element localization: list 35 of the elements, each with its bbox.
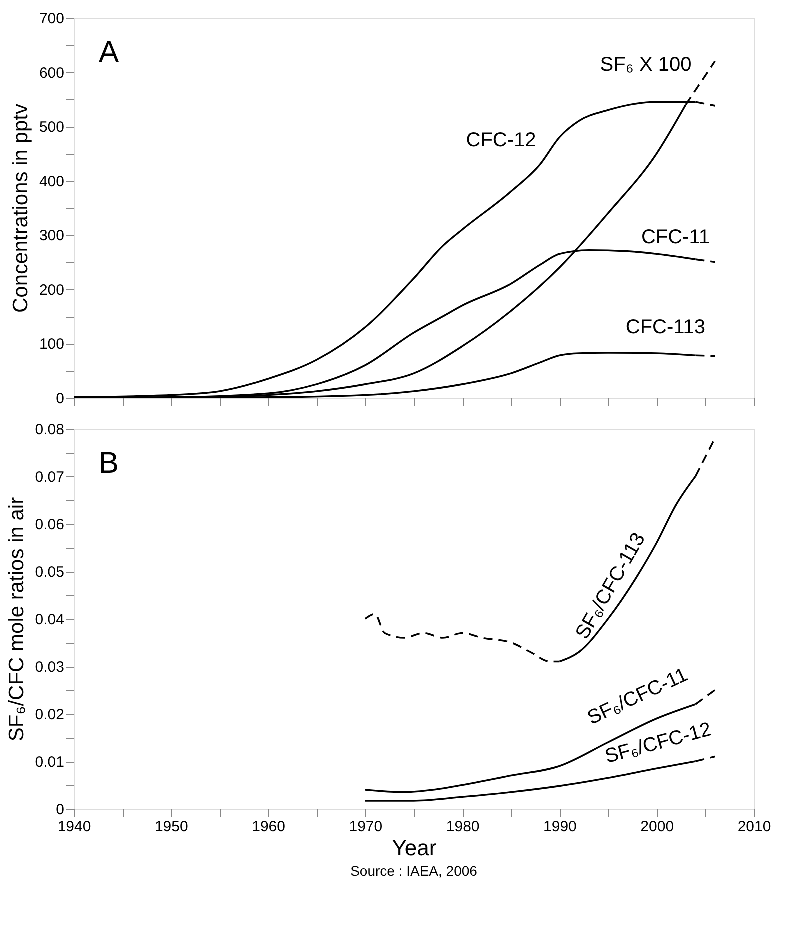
y-tick-label: 0.02	[35, 706, 64, 724]
y-tick-label: 300	[39, 228, 64, 245]
y-tick-label: 700	[39, 10, 64, 28]
y-tick-label: 600	[39, 64, 64, 82]
y-tick-label: 200	[39, 282, 64, 299]
x-tick-label: 1990	[544, 818, 577, 836]
x-tick-label: 1980	[446, 818, 480, 836]
y-tick-label: 0.05	[35, 564, 64, 581]
series-label: CFC-11	[641, 226, 710, 249]
y-tick-label: 0.07	[35, 469, 64, 486]
series-label: SF₆ X 100	[600, 54, 692, 76]
y-tick-label: 0	[56, 390, 64, 408]
x-tick-label: 2010	[738, 818, 772, 836]
annotation: B	[99, 447, 120, 480]
y-tick-label: 100	[39, 336, 64, 354]
y-tick-label: 400	[39, 173, 64, 190]
x-axis-title: Year	[392, 836, 437, 860]
source-note: Source : IAEA, 2006	[350, 863, 478, 879]
y-tick-label: 0.03	[35, 659, 64, 676]
y-tick-label: 0.08	[35, 422, 64, 438]
x-tick-label: 1960	[252, 818, 286, 836]
y-tick-label: 0	[56, 802, 64, 818]
y-tick-label: 0.04	[35, 612, 64, 628]
y-tick-label: 0.06	[35, 516, 64, 534]
x-tick-label: 1940	[58, 818, 92, 836]
annotation: A	[99, 36, 120, 69]
series-label: CFC-113	[626, 316, 706, 339]
y-tick-label: 500	[39, 119, 64, 136]
y-axis-title: SF₆/CFC mole ratios in air	[5, 497, 28, 742]
x-tick-label: 2000	[640, 818, 674, 836]
y-tick-label: 0.01	[35, 754, 64, 771]
y-axis-title: Concentrations in pptv	[9, 104, 32, 313]
x-tick-label: 1950	[154, 818, 188, 836]
series-label: CFC-12	[466, 130, 536, 152]
x-tick-label: 1970	[349, 818, 383, 836]
